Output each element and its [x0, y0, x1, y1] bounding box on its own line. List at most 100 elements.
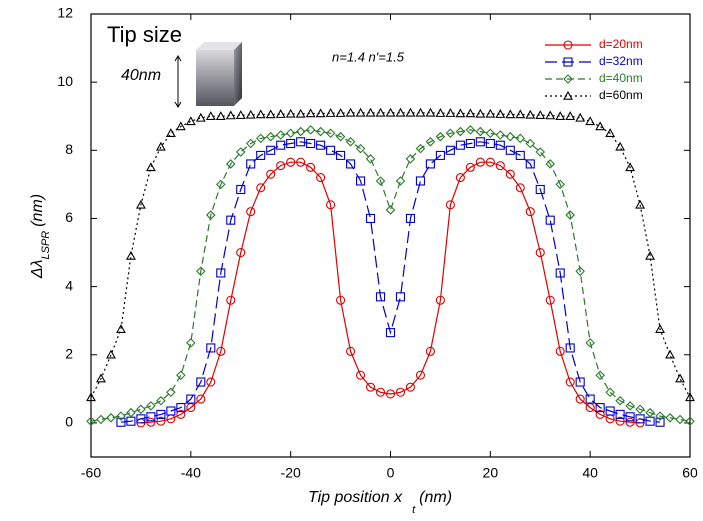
data-point: [595, 403, 605, 413]
data-point: [565, 210, 575, 220]
data-point: [186, 338, 196, 348]
data-point: [176, 409, 186, 419]
data-point: [645, 407, 655, 418]
data-point: [255, 133, 266, 144]
data-point: [495, 109, 506, 118]
data-point: [485, 108, 496, 118]
data-point: [166, 387, 176, 398]
data-point: [86, 416, 96, 426]
data-point: [525, 138, 536, 149]
y-label-text: Δλ: [29, 259, 46, 279]
data-point: [485, 128, 496, 139]
data-point: [196, 266, 206, 277]
arrow-head: [174, 101, 182, 108]
x-tick-label: -60: [81, 465, 101, 481]
data-point: [385, 389, 396, 399]
legend-label: d=60nm: [599, 88, 643, 102]
data-point: [216, 268, 226, 278]
data-point: [545, 110, 556, 120]
data-point: [495, 161, 505, 171]
data-point: [276, 161, 286, 171]
data-point: [106, 413, 116, 423]
data-point: [515, 183, 525, 193]
data-point: [585, 116, 596, 126]
data-point: [375, 292, 386, 302]
data-point: [625, 412, 635, 422]
data-point: [545, 215, 555, 225]
data-point: [405, 213, 416, 224]
data-point: [365, 107, 376, 117]
data-point: [136, 404, 146, 415]
data-point: [605, 387, 615, 398]
data-point: [305, 125, 316, 135]
data-point: [435, 131, 446, 142]
data-point: [425, 159, 435, 169]
legend-marker: [563, 90, 573, 100]
data-point: [525, 159, 535, 169]
data-point: [315, 108, 326, 118]
data-point: [555, 268, 565, 278]
data-point: [505, 169, 515, 179]
data-point: [385, 328, 396, 338]
data-point: [605, 128, 616, 138]
data-point: [286, 138, 296, 149]
data-point: [146, 412, 156, 422]
data-point: [445, 145, 455, 155]
data-point: [395, 107, 406, 117]
series-line: [90, 112, 691, 398]
data-point: [325, 108, 336, 117]
cube-top: [196, 42, 242, 50]
data-point: [205, 111, 216, 120]
y-tick-label: 0: [65, 414, 73, 430]
data-point: [275, 109, 286, 118]
data-point: [176, 403, 186, 413]
data-point: [405, 107, 416, 117]
data-point: [535, 147, 546, 157]
data-point: [96, 373, 106, 383]
data-point: [276, 140, 286, 150]
data-point: [655, 417, 665, 427]
inset-size: 40nm: [121, 67, 161, 84]
data-point: [615, 409, 625, 419]
series-line: [120, 141, 661, 423]
data-point: [306, 138, 316, 149]
x-label-unit: (nm): [419, 489, 452, 506]
data-point: [665, 349, 675, 359]
data-point: [206, 377, 216, 387]
data-point: [475, 157, 485, 167]
data-point: [345, 137, 356, 147]
data-point: [385, 205, 396, 215]
data-point: [645, 250, 656, 260]
data-point: [226, 295, 236, 305]
data-point: [355, 107, 366, 117]
data-point: [655, 411, 665, 421]
data-point: [465, 125, 476, 135]
data-point: [515, 109, 526, 119]
data-point: [335, 131, 346, 142]
legend-label: d=20nm: [599, 37, 643, 51]
data-point: [135, 199, 146, 209]
y-tick-label: 10: [57, 73, 73, 89]
tip-inset: Tip size 40nm: [92, 15, 250, 110]
data-point: [215, 111, 226, 120]
data-point: [116, 324, 126, 333]
annotation: n=1.4 n'=1.5: [332, 49, 405, 64]
x-tick-label: 20: [483, 465, 499, 481]
data-point: [395, 292, 406, 302]
data-point: [455, 126, 466, 137]
data-point: [306, 162, 316, 172]
data-point: [256, 150, 266, 160]
data-point: [355, 143, 366, 154]
y-tick-label: 8: [65, 141, 73, 157]
data-point: [335, 108, 346, 117]
data-point: [585, 338, 595, 348]
data-point: [235, 110, 246, 119]
data-point: [475, 126, 486, 137]
cube-front: [196, 50, 234, 106]
data-point: [395, 176, 406, 186]
data-point: [605, 406, 615, 416]
data-point: [655, 324, 665, 333]
data-point: [475, 108, 486, 118]
x-tick-label: -40: [181, 465, 201, 481]
